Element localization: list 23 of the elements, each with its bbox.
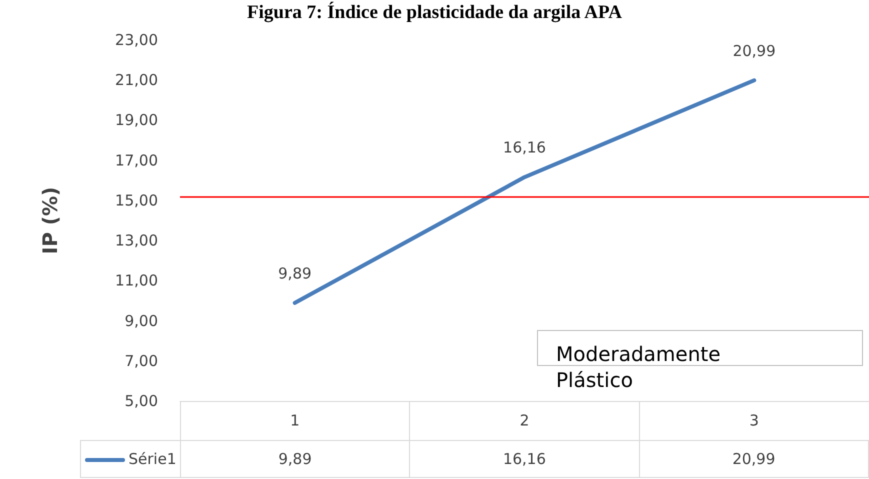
- legend-label: Série1: [80, 440, 180, 478]
- y-tick-label: 7,00: [124, 352, 158, 370]
- y-tick-label: 19,00: [115, 111, 158, 130]
- chart-title: Figura 7: Índice de plasticidade da argila APA: [246, 2, 623, 24]
- y-tick-label: 5,00: [124, 392, 158, 410]
- annotation: Moderadamente Plástico: [556, 341, 722, 393]
- x-tick-label: 3: [749, 412, 759, 430]
- data-label: 9,89: [180, 440, 410, 478]
- x-tick-label: 2: [520, 412, 530, 430]
- data-label: 20,99: [639, 440, 868, 478]
- x-tick-label: 1: [290, 412, 300, 430]
- y-tick-label: 15,00: [115, 191, 158, 210]
- y-tick-label: 23,00: [115, 31, 158, 49]
- y-tick-label: 11,00: [115, 272, 158, 290]
- text: 9,89: [278, 264, 312, 282]
- data-label: 16,16: [410, 440, 640, 478]
- y-tick-label: 17,00: [115, 151, 158, 170]
- text: 20,99: [732, 42, 776, 60]
- y-axis-title: IP (%): [38, 186, 62, 254]
- text: 16,16: [503, 138, 546, 157]
- y-tick-label: 9,00: [124, 312, 158, 330]
- y-tick-label: 21,00: [115, 71, 158, 90]
- y-tick-label: 13,00: [115, 232, 158, 250]
